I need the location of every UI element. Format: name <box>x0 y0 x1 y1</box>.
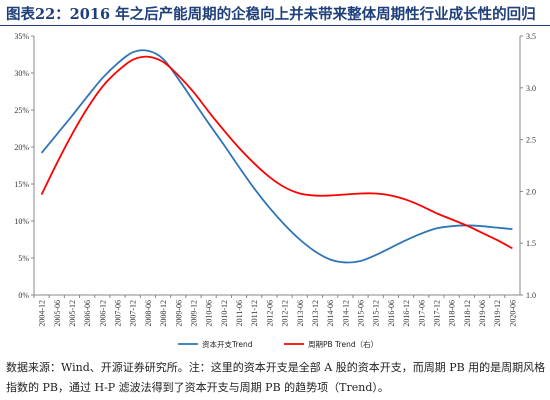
x-tick-label: 2013-12 <box>311 300 320 327</box>
x-tick-label: 2012-06 <box>265 300 274 327</box>
x-tick-label: 2012-12 <box>281 300 290 327</box>
legend-label-0: 资本开支Trend <box>202 339 253 349</box>
y-right-tick-label: 2.0 <box>526 187 536 196</box>
x-tick-label: 2015-12 <box>372 300 381 327</box>
y-left-tick-label: 10% <box>14 217 29 226</box>
x-tick-label: 2016-06 <box>387 300 396 327</box>
y-right-tick-label: 3.5 <box>526 32 536 41</box>
y-left-tick-label: 35% <box>14 32 29 41</box>
y-left-tick-label: 0% <box>18 291 29 300</box>
x-tick-label: 2014-12 <box>341 300 350 327</box>
source-note: 数据来源：Wind、开源证券研究所。注：这里的资本开支是全部 A 股的资本开支，… <box>6 361 546 394</box>
x-tick-label: 2007-12 <box>129 300 138 327</box>
x-tick-label: 2005-06 <box>53 300 62 327</box>
x-tick-label: 2016-12 <box>402 300 411 327</box>
x-tick-label: 2019-12 <box>493 300 502 327</box>
x-tick-label: 2009-06 <box>174 300 183 327</box>
y-left-tick-label: 25% <box>14 106 29 115</box>
y-left-tick-label: 5% <box>18 254 29 263</box>
series-lines <box>40 49 513 264</box>
y-left-tick-label: 30% <box>14 69 29 78</box>
x-tick-label: 2009-12 <box>189 300 198 327</box>
x-tick-label: 2006-06 <box>83 300 92 327</box>
y-right-tick-label: 1.5 <box>526 239 536 248</box>
x-tick-label: 2017-12 <box>432 300 441 327</box>
x-tick-label: 2007-06 <box>114 300 123 327</box>
axes: 0% 5% 10% 15% 20% 25% 30% 35% 1.0 1.5 2.0 2.5 3.0 3.5… <box>14 32 536 327</box>
title-rule <box>0 25 550 26</box>
x-tick-label: 2011-06 <box>235 300 244 326</box>
x-tick-label: 2020-06 <box>508 300 517 327</box>
legend-label-1: 周期PB Trend（右） <box>308 339 378 349</box>
x-tick-label: 2018-12 <box>463 300 472 327</box>
x-tick-label: 2014-06 <box>326 300 335 327</box>
x-tick-label: 2017-06 <box>417 300 426 327</box>
legend: 资本开支Trend 周期PB Trend（右） <box>178 339 378 349</box>
x-tick-label: 2015-06 <box>357 300 366 327</box>
x-tick-label: 2008-06 <box>144 300 153 327</box>
figure-title: 图表22：2016 年之后产能周期的企稳向上并未带来整体周期性行业成长性的回归 <box>6 6 536 23</box>
x-tick-label: 2004-12 <box>38 300 47 327</box>
x-tick-label: 2018-06 <box>448 300 457 327</box>
y-left-tick-label: 20% <box>14 143 29 152</box>
x-tick-label: 2008-12 <box>159 300 168 327</box>
x-tick-label: 2005-12 <box>68 300 77 327</box>
line-chart: 0% 5% 10% 15% 20% 25% 30% 35% 1.0 1.5 2.0 2.5 3.0 3.5… <box>14 32 536 349</box>
x-tick-label: 2010-12 <box>220 300 229 327</box>
series-line-0 <box>40 49 513 264</box>
x-tick-label: 2013-06 <box>296 300 305 327</box>
series-line-1 <box>40 55 513 250</box>
x-tick-label: 2006-12 <box>98 300 107 327</box>
y-right-tick-label: 2.5 <box>526 136 536 145</box>
y-right-tick-label: 3.0 <box>526 84 536 93</box>
x-tick-label: 2019-06 <box>478 300 487 327</box>
x-tick-label: 2010-06 <box>205 300 214 327</box>
x-tick-label: 2011-12 <box>250 300 259 326</box>
y-right-tick-label: 1.0 <box>526 291 536 300</box>
y-left-tick-label: 15% <box>14 180 29 189</box>
